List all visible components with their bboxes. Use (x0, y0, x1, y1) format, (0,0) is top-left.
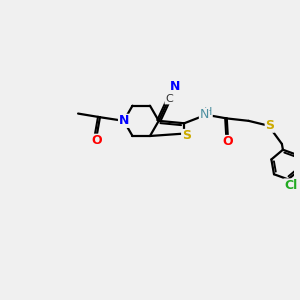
Text: C: C (165, 94, 173, 104)
Text: O: O (223, 136, 233, 148)
Text: S: S (265, 119, 274, 132)
Text: H: H (204, 107, 212, 117)
Text: O: O (91, 134, 102, 147)
Text: S: S (182, 130, 191, 142)
Text: N: N (118, 114, 129, 127)
Text: Cl: Cl (284, 179, 297, 192)
Text: N: N (169, 80, 180, 93)
Text: N: N (200, 108, 209, 121)
